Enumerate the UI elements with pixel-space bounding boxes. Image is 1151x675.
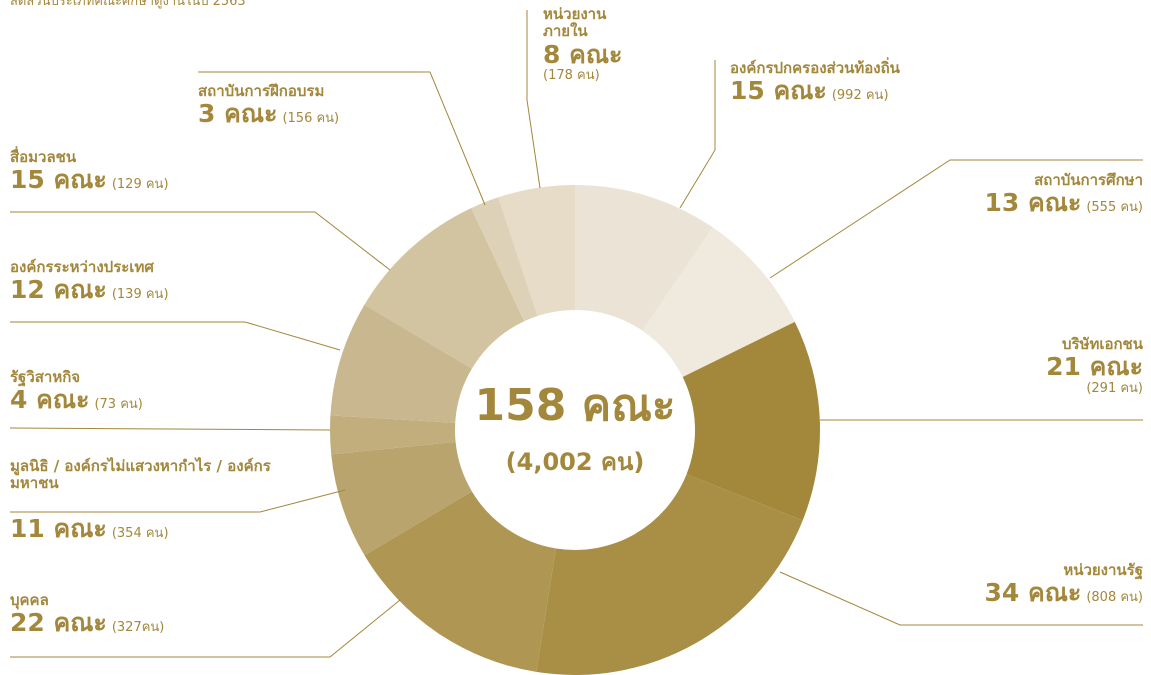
label: มูลนิธิ / องค์กรไม่แสวงหากำไร / องค์กรมห… (10, 457, 300, 544)
value-label: 22 คณะ (10, 608, 107, 638)
leader-line (526, 10, 541, 189)
leader-line (10, 321, 341, 351)
label: หน่วยงาน ภายใน 8 คณะ (178 คน) (543, 5, 623, 85)
donut-segment (682, 321, 820, 521)
people-label: (808 คน) (1086, 590, 1143, 606)
value-label: 15 คณะ (730, 76, 827, 106)
value-row: 11 คณะ (354 คน) (10, 513, 300, 544)
people-label: (129 คน) (111, 177, 169, 193)
leader-line (769, 159, 1143, 279)
center-sub: (4,002 คน) (506, 448, 645, 476)
leader-line (779, 571, 1143, 626)
people-label: (327คน) (111, 620, 165, 636)
value-row: 3 คณะ (156 คน) (198, 99, 340, 129)
value-label: 15 คณะ (10, 165, 107, 195)
donut-segment (364, 491, 556, 672)
value-row: 22 คณะ (327คน) (10, 608, 165, 638)
value-label: 4 คณะ (10, 385, 90, 415)
value-label: 13 คณะ (984, 188, 1082, 218)
leader-line (10, 599, 401, 658)
donut-segment (364, 208, 525, 369)
donut-segment (330, 415, 456, 455)
value-label: 8 คณะ (543, 39, 623, 69)
leader-line (9, 427, 331, 431)
value-row: 13 คณะ (555 คน) (984, 188, 1143, 218)
category-label: สถาบันการศึกษา (1034, 171, 1143, 189)
category-label: รัฐวิสาหกิจ (10, 368, 81, 386)
label: รัฐวิสาหกิจ 4 คณะ (73 คน) (10, 368, 143, 415)
donut-segment (498, 185, 575, 317)
category-label: หน่วยงาน ภายใน (543, 5, 607, 41)
value-row: 8 คณะ (178 คน) (543, 39, 623, 85)
category-label: หน่วยงานรัฐ (1063, 561, 1143, 579)
leader-line (198, 71, 486, 206)
label: สถาบันการฝึกอบรม 3 คณะ (156 คน) (198, 82, 340, 129)
donut-segment (575, 185, 713, 331)
leader-line (679, 60, 716, 209)
label: องค์กรระหว่างประเทศ 12 คณะ (139 คน) (10, 258, 169, 305)
people-label: (73 คน) (94, 397, 143, 413)
people-label: (156 คน) (282, 111, 340, 127)
category-label: องค์กรระหว่างประเทศ (10, 258, 154, 276)
label: บุคคล 22 คณะ (327คน) (10, 591, 165, 638)
category-label: สื่อมวลชน (10, 148, 77, 166)
value-label: 21 คณะ (1046, 352, 1143, 382)
people-label: (178 คน) (543, 68, 600, 84)
title: สัดส่วนประเภทคณะศึกษาดูงานในปี 2563 (10, 0, 246, 9)
category-label: องค์กรปกครองส่วนท้องถิ่น (730, 59, 900, 77)
donut-segment (536, 474, 803, 675)
value-label: 12 คณะ (10, 275, 107, 305)
donut-segment (330, 304, 472, 423)
people-label: (139 คน) (111, 287, 169, 303)
people-label: (555 คน) (1086, 200, 1143, 216)
label: สถาบันการศึกษา 13 คณะ (555 คน) (984, 171, 1143, 218)
people-label: (354 คน) (111, 525, 169, 541)
category-label: บุคคล (10, 591, 49, 609)
donut-segment (471, 197, 538, 322)
value-row: 15 คณะ (129 คน) (10, 165, 169, 195)
value-row: 21 คณะ (291 คน) (1046, 352, 1143, 397)
label: หน่วยงานรัฐ 34 คณะ (808 คน) (984, 561, 1143, 608)
donut-segment (331, 441, 472, 556)
leader-line (10, 211, 391, 271)
value-row: 15 คณะ (992 คน) (730, 76, 900, 106)
label: สื่อมวลชน 15 คณะ (129 คน) (10, 148, 169, 195)
value-label: 3 คณะ (198, 99, 278, 129)
category-label: มูลนิธิ / องค์กรไม่แสวงหากำไร / องค์กรมห… (10, 457, 271, 493)
value-label: 34 คณะ (984, 578, 1082, 608)
center-value: 158 คณะ (474, 380, 675, 431)
people-label: (291 คน) (1086, 381, 1143, 396)
people-label: (992 คน) (831, 88, 889, 104)
category-label: บริษัทเอกชน (1061, 335, 1143, 353)
donut-segment (642, 227, 795, 378)
label: บริษัทเอกชน 21 คณะ (291 คน) (1046, 335, 1143, 397)
value-row: 12 คณะ (139 คน) (10, 275, 169, 305)
value-row: 34 คณะ (808 คน) (984, 578, 1143, 608)
leader-line (10, 489, 346, 513)
category-label: สถาบันการฝึกอบรม (198, 82, 325, 100)
value-label: 11 คณะ (10, 513, 107, 543)
value-row: 4 คณะ (73 คน) (10, 385, 143, 415)
label: องค์กรปกครองส่วนท้องถิ่น 15 คณะ (992 คน) (730, 59, 900, 106)
